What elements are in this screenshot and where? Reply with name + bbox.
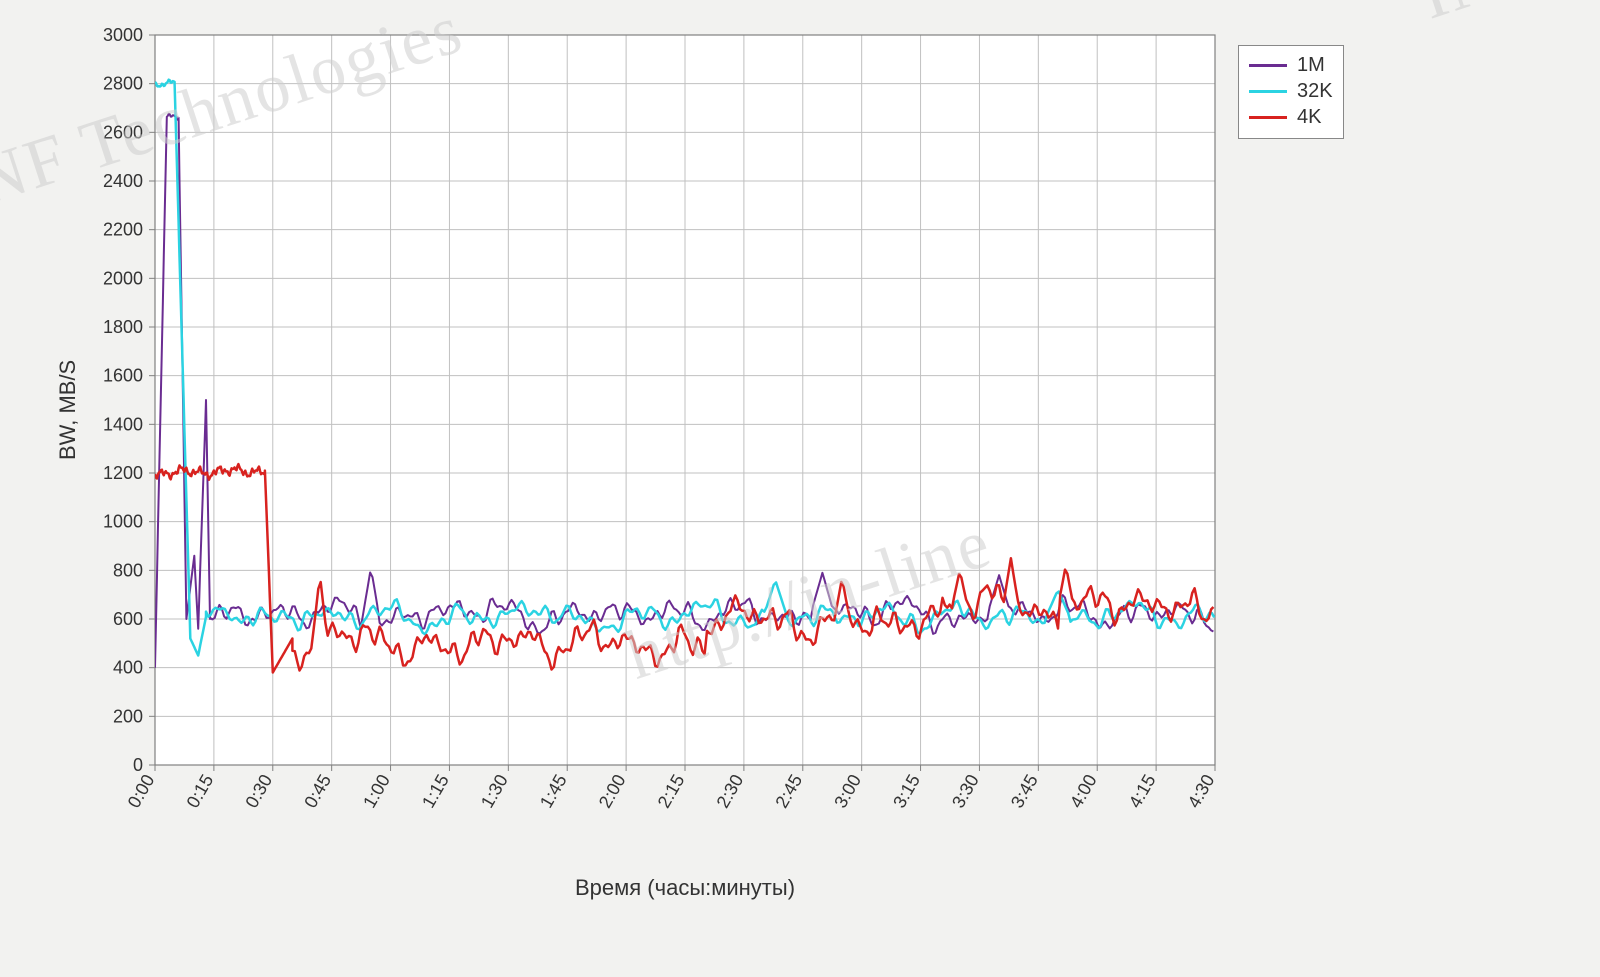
y-tick-label: 1800 <box>103 317 143 337</box>
legend-swatch <box>1249 116 1287 119</box>
x-tick-label: 3:15 <box>889 771 924 811</box>
legend-item-32K: 32K <box>1249 78 1333 104</box>
x-tick-label: 3:00 <box>830 771 865 811</box>
y-tick-label: 2800 <box>103 74 143 94</box>
chart-container: INF Technologieshttp://in-lineINF 020040… <box>0 0 1600 977</box>
x-tick-label: 0:30 <box>241 771 276 811</box>
y-tick-label: 200 <box>113 706 143 726</box>
y-tick-label: 1600 <box>103 366 143 386</box>
x-tick-label: 4:15 <box>1125 771 1160 811</box>
y-tick-label: 400 <box>113 658 143 678</box>
x-tick-label: 2:30 <box>713 771 748 811</box>
legend-swatch <box>1249 64 1287 67</box>
y-tick-label: 3000 <box>103 25 143 45</box>
line-chart: 0200400600800100012001400160018002000220… <box>0 0 1600 977</box>
x-tick-label: 0:00 <box>124 771 159 811</box>
x-tick-label: 3:30 <box>948 771 983 811</box>
y-axis-label: BW, MB/S <box>55 360 81 460</box>
x-tick-label: 2:00 <box>595 771 630 811</box>
chart-legend: 1M32K4K <box>1238 45 1344 139</box>
legend-label: 4K <box>1297 104 1321 130</box>
legend-swatch <box>1249 90 1287 93</box>
y-tick-label: 1400 <box>103 414 143 434</box>
x-tick-label: 1:00 <box>359 771 394 811</box>
x-tick-label: 2:15 <box>654 771 689 811</box>
x-tick-label: 0:15 <box>183 771 218 811</box>
x-tick-label: 1:15 <box>418 771 453 811</box>
x-tick-label: 2:45 <box>771 771 806 811</box>
y-tick-label: 800 <box>113 560 143 580</box>
x-axis-label: Время (часы:минуты) <box>575 875 795 901</box>
x-tick-label: 0:45 <box>300 771 335 811</box>
x-tick-label: 3:45 <box>1007 771 1042 811</box>
y-tick-label: 2000 <box>103 268 143 288</box>
x-tick-label: 4:00 <box>1066 771 1101 811</box>
y-tick-label: 2200 <box>103 220 143 240</box>
legend-label: 1M <box>1297 52 1325 78</box>
x-tick-label: 1:45 <box>536 771 571 811</box>
y-tick-label: 1200 <box>103 463 143 483</box>
legend-item-4K: 4K <box>1249 104 1333 130</box>
y-tick-label: 1000 <box>103 512 143 532</box>
x-tick-label: 1:30 <box>477 771 512 811</box>
y-tick-label: 2400 <box>103 171 143 191</box>
x-tick-label: 4:30 <box>1184 771 1219 811</box>
y-tick-label: 600 <box>113 609 143 629</box>
y-tick-label: 2600 <box>103 122 143 142</box>
legend-item-1M: 1M <box>1249 52 1333 78</box>
legend-label: 32K <box>1297 78 1333 104</box>
